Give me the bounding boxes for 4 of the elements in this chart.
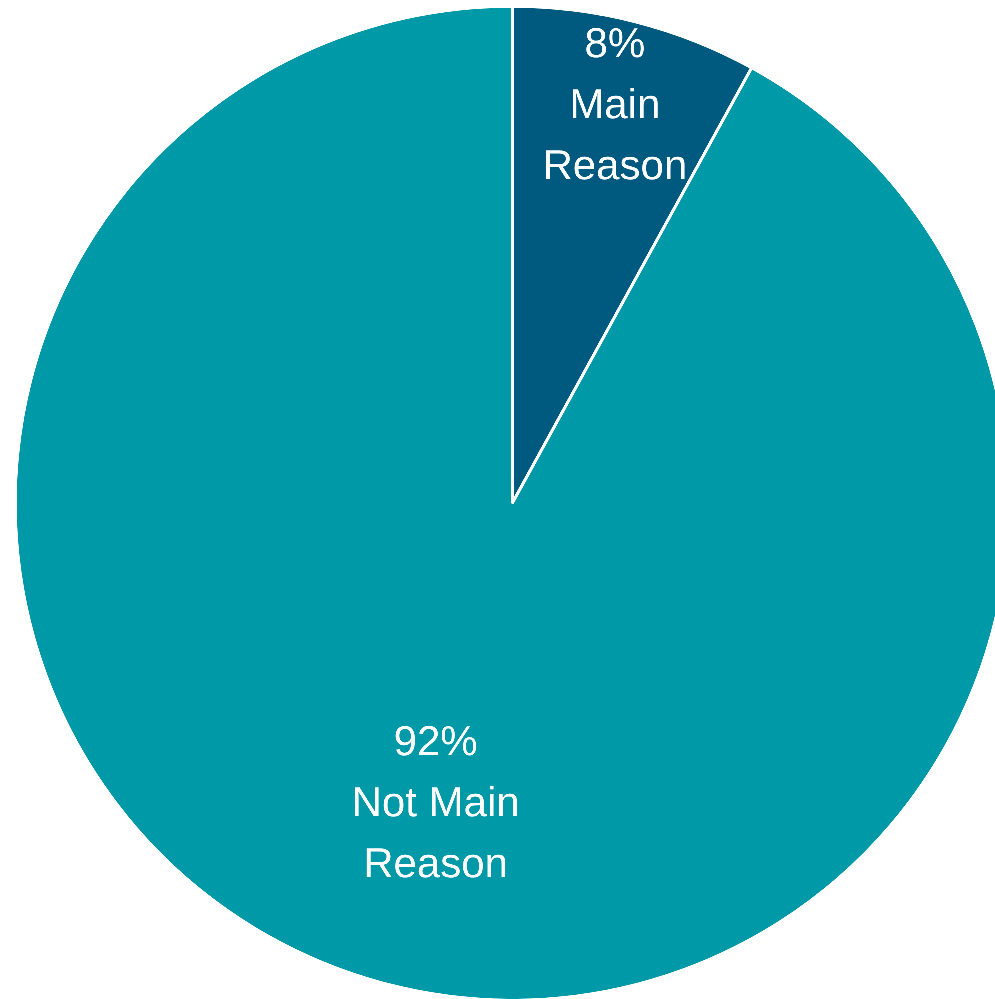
slice-label: Main Reason	[542, 80, 688, 189]
slice-label: Not Main Reason	[352, 778, 520, 887]
data-label: 8%	[584, 19, 646, 66]
data-label: 92%	[394, 717, 478, 764]
